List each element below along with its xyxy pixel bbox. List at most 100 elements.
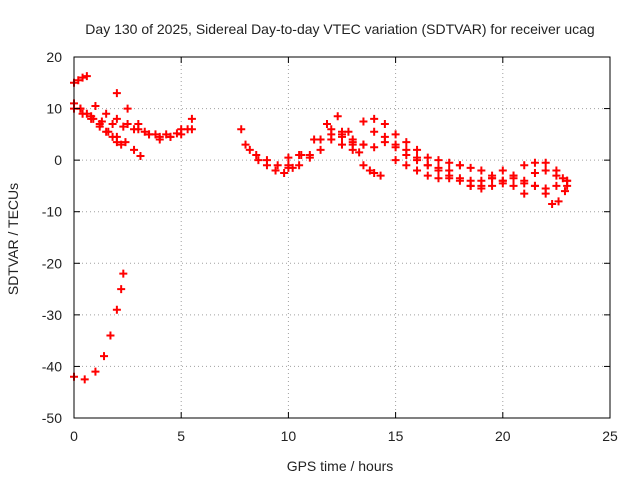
data-point — [560, 187, 569, 196]
data-point — [509, 171, 518, 180]
data-point — [466, 163, 475, 172]
data-point — [82, 72, 91, 81]
data-point — [563, 181, 572, 190]
y-tick-label: -20 — [42, 255, 62, 271]
series-sat-s — [530, 181, 572, 208]
data-point — [423, 171, 432, 180]
grid-layer — [74, 57, 610, 418]
series-sat-a — [70, 72, 91, 87]
data-point — [117, 140, 126, 149]
data-point — [355, 148, 364, 157]
y-tick-label: 20 — [46, 49, 62, 65]
data-point — [359, 117, 368, 126]
data-point — [455, 161, 464, 170]
x-tick-label: 5 — [177, 428, 185, 444]
data-point — [74, 76, 83, 85]
data-point — [445, 158, 454, 167]
data-point — [177, 125, 186, 134]
data-point — [123, 104, 132, 113]
data-point — [162, 130, 171, 139]
y-tick-label: -40 — [42, 358, 62, 374]
data-point — [166, 132, 175, 141]
plot-frame — [73, 56, 611, 419]
data-point — [121, 138, 130, 147]
data-point — [402, 145, 411, 154]
data-point — [112, 89, 121, 98]
data-point — [530, 181, 539, 190]
data-point — [376, 171, 385, 180]
data-point — [434, 166, 443, 175]
data-point — [155, 135, 164, 144]
data-point — [455, 176, 464, 185]
x-tick-label: 0 — [70, 428, 78, 444]
data-point — [280, 169, 289, 178]
data-point — [297, 150, 306, 159]
data-point — [530, 158, 539, 167]
data-point — [78, 73, 87, 82]
data-point — [391, 140, 400, 149]
data-point — [140, 127, 149, 136]
data-point — [530, 169, 539, 178]
y-tick-label: -50 — [42, 410, 62, 426]
series-sat-h — [237, 125, 297, 178]
data-point — [310, 135, 319, 144]
data-point — [520, 161, 529, 170]
data-point — [271, 166, 280, 175]
data-point — [413, 145, 422, 154]
data-point — [552, 171, 561, 180]
data-point — [112, 132, 121, 141]
data-point — [284, 161, 293, 170]
x-tick-label: 15 — [388, 428, 404, 444]
data-point — [466, 181, 475, 190]
x-axis-label: GPS time / hours — [287, 458, 394, 474]
data-point — [380, 120, 389, 129]
data-point — [119, 122, 128, 131]
data-point — [402, 161, 411, 170]
data-point — [402, 138, 411, 147]
data-point — [97, 117, 106, 126]
data-point — [488, 181, 497, 190]
data-point — [391, 156, 400, 165]
data-point — [316, 145, 325, 154]
data-point — [134, 120, 143, 129]
data-layer — [70, 72, 572, 384]
data-point — [262, 156, 271, 165]
data-point — [327, 130, 336, 139]
data-point — [172, 129, 181, 138]
data-point — [434, 174, 443, 183]
data-point — [130, 145, 139, 154]
data-point — [520, 189, 529, 198]
data-point — [338, 140, 346, 149]
data-point — [434, 156, 443, 165]
data-point — [348, 138, 357, 147]
data-point — [295, 161, 304, 170]
x-tick-label: 25 — [602, 428, 618, 444]
data-point — [413, 153, 422, 162]
data-point — [100, 352, 109, 361]
series-sat-r — [498, 166, 567, 190]
data-point — [102, 109, 111, 118]
data-point — [123, 120, 132, 129]
data-point — [322, 120, 331, 129]
x-tick-label: 10 — [281, 428, 297, 444]
data-point — [187, 114, 196, 123]
data-point — [78, 109, 87, 118]
data-point — [370, 169, 379, 178]
data-point — [509, 181, 518, 190]
data-point — [520, 176, 529, 185]
data-point — [273, 161, 282, 170]
data-point — [541, 166, 550, 175]
data-point — [488, 174, 497, 183]
data-point — [348, 145, 357, 154]
data-point — [541, 158, 550, 167]
data-point — [112, 114, 121, 123]
data-point — [91, 101, 100, 110]
data-point — [117, 285, 126, 294]
data-point — [119, 269, 128, 278]
data-point — [252, 150, 261, 159]
data-point — [498, 179, 507, 188]
data-point — [305, 150, 314, 159]
x-tick-label: 20 — [495, 428, 511, 444]
data-point — [104, 127, 113, 136]
